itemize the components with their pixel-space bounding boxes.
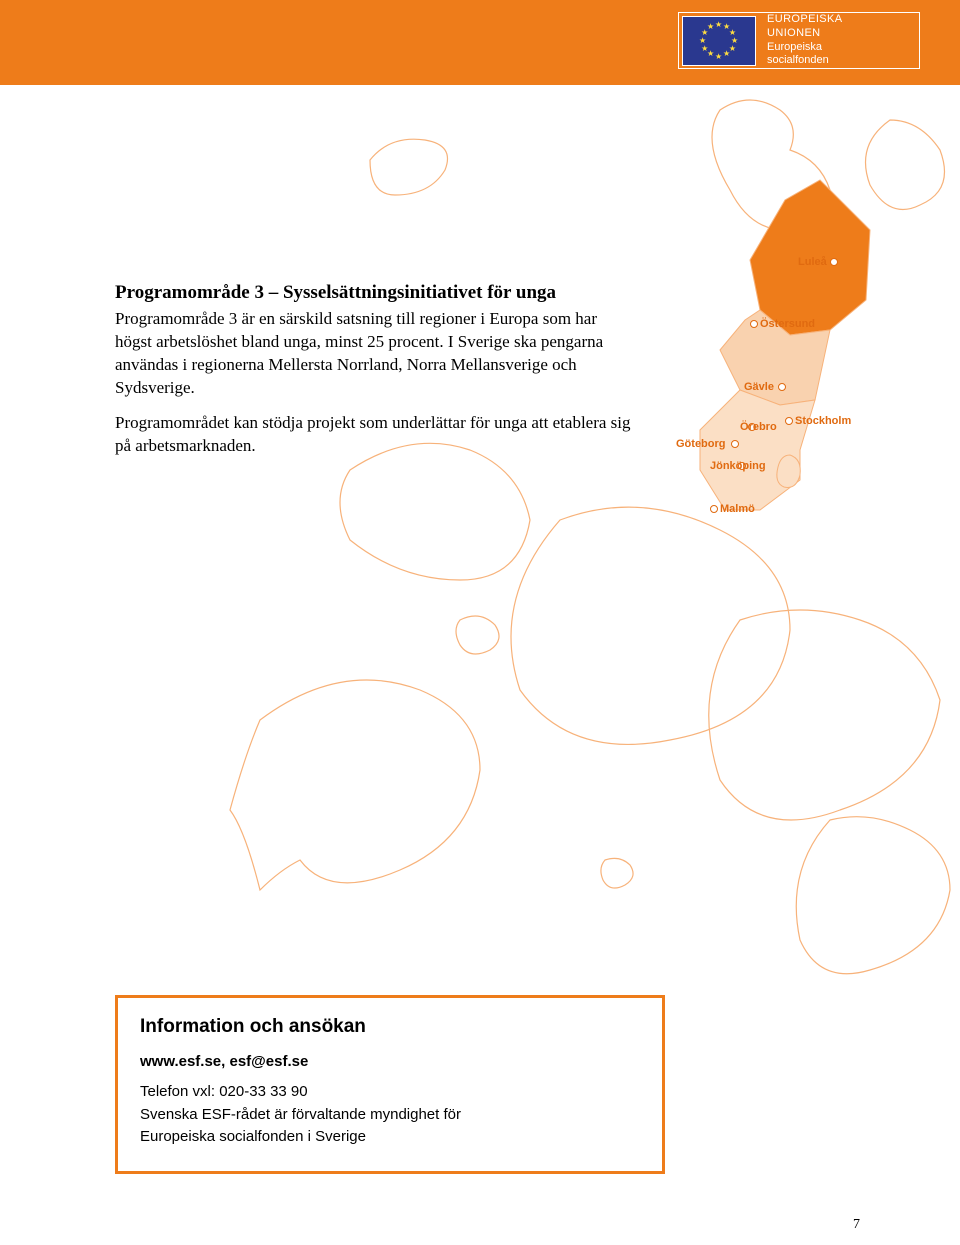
city-label: Östersund (760, 318, 815, 330)
eu-badge: ★★★★★★★★★★★★ EUROPEISKA UNIONEN Europeis… (678, 12, 920, 69)
eu-line3: Europeiska (767, 41, 843, 55)
eu-line1: EUROPEISKA (767, 13, 843, 27)
city-label: Malmö (720, 503, 755, 515)
header-bar: ★★★★★★★★★★★★ EUROPEISKA UNIONEN Europeis… (0, 0, 960, 85)
info-phone: Telefon vxl: 020-33 33 90 (140, 1082, 640, 1102)
eu-flag-icon: ★★★★★★★★★★★★ (682, 16, 756, 66)
paragraph-1: Programområde 3 är en särskild satsning … (115, 308, 635, 400)
city-dot-icon (830, 258, 838, 266)
city-dot-icon (750, 320, 758, 328)
sweden-south-region (700, 390, 815, 510)
page-number: 7 (853, 1217, 860, 1233)
info-links[interactable]: www.esf.se, esf@esf.se (140, 1052, 640, 1072)
info-box: Information och ansökan www.esf.se, esf@… (115, 995, 665, 1174)
city-label: Örebro (740, 421, 777, 433)
city-label: Göteborg (676, 438, 726, 450)
section-heading: Programområde 3 – Sysselsättningsinitiat… (115, 282, 635, 304)
city-dot-icon (710, 505, 718, 513)
main-content: Programområde 3 – Sysselsättningsinitiat… (115, 282, 635, 470)
paragraph-2: Programområdet kan stödja projekt som un… (115, 412, 635, 458)
city-dot-icon (785, 417, 793, 425)
eu-line4: socialfonden (767, 54, 843, 68)
info-title: Information och ansökan (140, 1016, 640, 1038)
city-label: Stockholm (795, 415, 851, 427)
city-label: Gävle (744, 381, 774, 393)
city-dot-icon (731, 440, 739, 448)
city-dot-icon (778, 383, 786, 391)
info-line2: Europeiska socialfonden i Sverige (140, 1127, 640, 1147)
eu-text: EUROPEISKA UNIONEN Europeiska socialfond… (767, 13, 843, 68)
eu-stars-icon: ★★★★★★★★★★★★ (683, 17, 755, 65)
city-label: Jönköping (710, 460, 766, 472)
info-line1: Svenska ESF-rådet är förvaltande myndigh… (140, 1105, 640, 1125)
city-label: Luleå (798, 256, 827, 268)
eu-line2: UNIONEN (767, 27, 843, 41)
